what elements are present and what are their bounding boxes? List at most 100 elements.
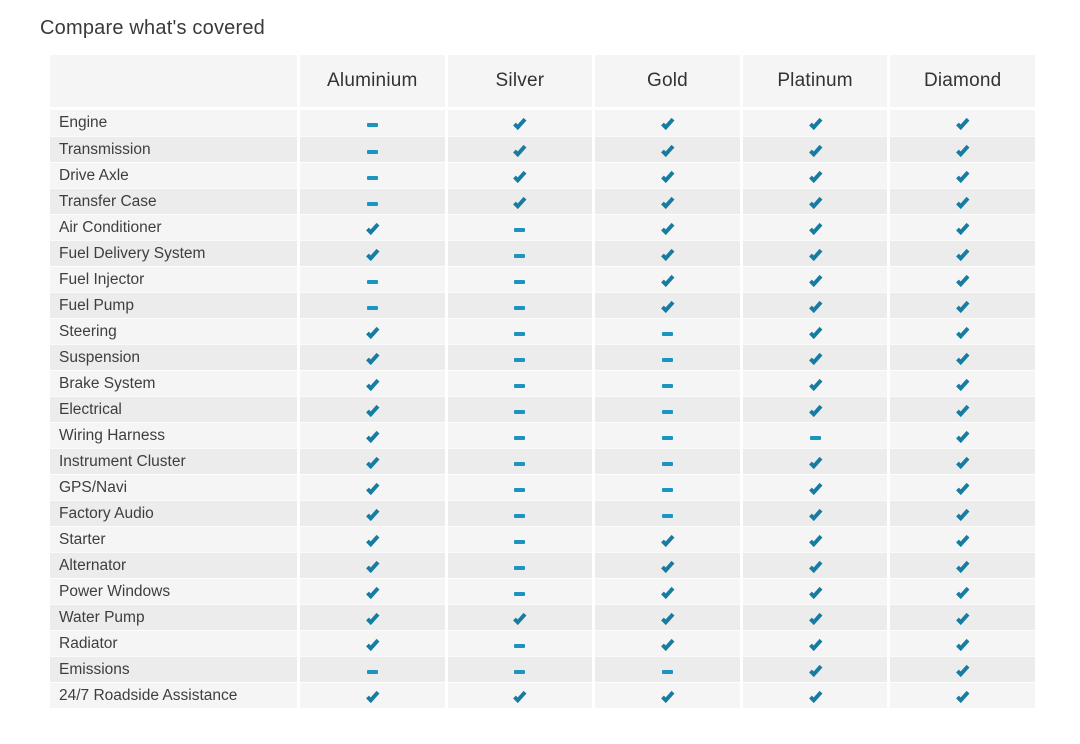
table-row-drive-axle: Drive Axle	[50, 162, 1035, 188]
check-icon	[365, 533, 380, 547]
table-header-row: Aluminium Silver Gold Platinum Diamond	[50, 55, 1035, 107]
row-label-cell: Transmission	[50, 136, 297, 162]
check-icon	[955, 351, 970, 365]
coverage-cell-diamond	[890, 240, 1035, 266]
dash-icon	[809, 435, 821, 440]
coverage-cell-platinum	[742, 604, 888, 630]
dash-icon	[366, 201, 378, 206]
row-label: Engine	[59, 114, 108, 131]
dash-icon	[514, 279, 526, 284]
row-label: Factory Audio	[59, 504, 154, 522]
row-label-cell: Wiring Harness	[50, 422, 297, 448]
check-icon	[808, 377, 823, 391]
coverage-cell-aluminium	[300, 656, 445, 682]
row-label-cell: Electrical	[50, 396, 297, 422]
coverage-cell-silver	[447, 682, 593, 708]
coverage-cell-diamond	[890, 578, 1035, 604]
check-icon	[660, 637, 675, 651]
row-label: Drive Axle	[59, 166, 129, 184]
coverage-cell-aluminium	[300, 136, 445, 162]
dash-icon	[366, 149, 378, 154]
dash-icon	[661, 331, 673, 336]
table-row-fuel-delivery-system: Fuel Delivery System	[50, 240, 1035, 266]
coverage-cell-aluminium	[300, 188, 445, 214]
check-icon	[955, 637, 970, 651]
table-row-air-conditioner: Air Conditioner	[50, 214, 1035, 240]
coverage-cell-aluminium	[300, 214, 445, 240]
dash-icon	[514, 409, 526, 414]
check-icon	[955, 481, 970, 495]
coverage-cell-platinum	[742, 630, 888, 656]
dash-icon	[514, 513, 526, 518]
row-label: Steering	[59, 322, 117, 340]
check-icon	[660, 533, 675, 547]
coverage-cell-silver	[447, 578, 593, 604]
coverage-cell-platinum	[742, 682, 888, 708]
row-label-cell: Fuel Pump	[50, 292, 297, 318]
row-label: Fuel Injector	[59, 270, 145, 288]
check-icon	[660, 299, 675, 313]
coverage-cell-diamond	[890, 214, 1035, 240]
check-icon	[955, 325, 970, 339]
check-icon	[512, 116, 527, 130]
coverage-cell-diamond	[890, 656, 1035, 682]
table-row-emissions: Emissions	[50, 656, 1035, 682]
coverage-cell-platinum	[742, 318, 888, 344]
coverage-cell-diamond	[890, 448, 1035, 474]
dash-icon	[366, 175, 378, 180]
check-icon	[365, 351, 380, 365]
check-icon	[955, 377, 970, 391]
coverage-cell-platinum	[742, 578, 888, 604]
dash-icon	[366, 669, 378, 674]
coverage-cell-gold	[595, 656, 740, 682]
row-label-cell: Starter	[50, 526, 297, 552]
dash-icon	[514, 383, 526, 388]
dash-icon	[514, 227, 526, 232]
row-label-cell: Power Windows	[50, 578, 297, 604]
coverage-cell-aluminium	[300, 266, 445, 292]
coverage-cell-diamond	[890, 526, 1035, 552]
coverage-cell-aluminium	[300, 630, 445, 656]
check-icon	[365, 611, 380, 625]
check-icon	[660, 221, 675, 235]
check-icon	[955, 689, 970, 703]
check-icon	[660, 195, 675, 209]
coverage-cell-gold	[595, 344, 740, 370]
row-label: Transmission	[59, 140, 151, 158]
coverage-cell-diamond	[890, 344, 1035, 370]
coverage-cell-gold	[595, 214, 740, 240]
row-label: Air Conditioner	[59, 218, 162, 236]
table-row-electrical: Electrical	[50, 396, 1035, 422]
dash-icon	[661, 487, 673, 492]
coverage-cell-aluminium	[300, 604, 445, 630]
row-label-cell: Transfer Case	[50, 188, 297, 214]
check-icon	[955, 221, 970, 235]
coverage-cell-diamond	[890, 110, 1035, 136]
coverage-cell-gold	[595, 110, 740, 136]
coverage-cell-platinum	[742, 552, 888, 578]
check-icon	[365, 559, 380, 573]
row-label-cell: Engine	[50, 110, 297, 136]
check-icon	[808, 169, 823, 183]
table-row-water-pump: Water Pump	[50, 604, 1035, 630]
check-icon	[955, 533, 970, 547]
check-icon	[808, 195, 823, 209]
table-row-fuel-injector: Fuel Injector	[50, 266, 1035, 292]
coverage-cell-platinum	[742, 500, 888, 526]
coverage-cell-silver	[447, 526, 593, 552]
table-row-transmission: Transmission	[50, 136, 1035, 162]
coverage-cell-aluminium	[300, 396, 445, 422]
coverage-cell-platinum	[742, 266, 888, 292]
coverage-cell-silver	[447, 136, 593, 162]
dash-icon	[514, 331, 526, 336]
coverage-cell-gold	[595, 448, 740, 474]
coverage-cell-aluminium	[300, 682, 445, 708]
row-label-cell: 24/7 Roadside Assistance	[50, 682, 297, 708]
coverage-cell-diamond	[890, 266, 1035, 292]
coverage-cell-diamond	[890, 422, 1035, 448]
check-icon	[808, 116, 823, 130]
row-label-cell: Steering	[50, 318, 297, 344]
dash-icon	[661, 461, 673, 466]
check-icon	[660, 611, 675, 625]
dash-icon	[514, 539, 526, 544]
